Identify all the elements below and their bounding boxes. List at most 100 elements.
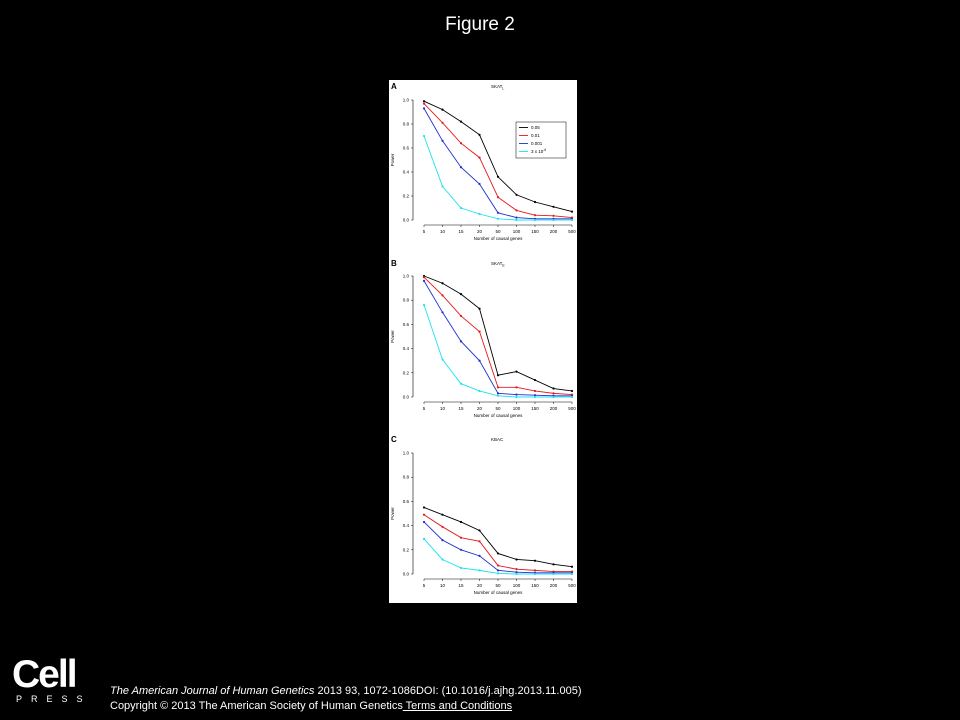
data-point — [515, 386, 518, 389]
copyright-text: Copyright © 2013 The American Society of… — [110, 700, 403, 712]
data-point — [533, 389, 537, 393]
x-tick-label: 500 — [568, 229, 576, 234]
logo-text: Cell — [12, 653, 78, 696]
series-line — [423, 538, 572, 575]
data-point — [478, 182, 481, 186]
legend-label: 0.05 — [531, 125, 540, 130]
terms-link[interactable]: Terms and Conditions — [402, 700, 513, 712]
y-tick-label: 0.4 — [403, 170, 410, 175]
data-point — [478, 569, 481, 572]
panel-title: SKATL — [491, 84, 504, 91]
x-tick-label: 15 — [458, 406, 464, 411]
y-tick-label: 0.0 — [403, 572, 410, 577]
data-point — [459, 120, 463, 123]
data-point — [496, 374, 500, 377]
x-tick-label: 500 — [568, 583, 576, 588]
legend-label: 0.01 — [531, 133, 540, 138]
data-point — [570, 210, 574, 213]
data-point — [515, 568, 518, 571]
data-point — [478, 359, 481, 362]
data-point — [441, 311, 444, 314]
x-tick-label: 150 — [531, 406, 539, 411]
data-point — [422, 303, 426, 307]
x-tick-label: 10 — [440, 229, 446, 234]
data-point — [515, 218, 518, 222]
x-tick-label: 20 — [477, 406, 483, 411]
data-point — [478, 133, 481, 136]
slide-title: Figure 2 — [445, 14, 515, 35]
citation-details: 2013 93, 1072-1086DOI: (10.1016/j.ajhg.2… — [314, 685, 582, 697]
x-axis-label: Number of causal genes — [474, 413, 524, 418]
y-axis-label: Power — [390, 153, 395, 166]
data-point — [422, 276, 426, 279]
y-tick-label: 0.8 — [403, 122, 410, 127]
series-line — [423, 280, 572, 397]
data-point — [533, 218, 537, 222]
y-tick-label: 1.0 — [403, 98, 410, 103]
panel-letter: A — [391, 82, 397, 91]
x-tick-label: 500 — [568, 406, 576, 411]
series-line — [423, 507, 573, 568]
data-point — [478, 540, 481, 543]
x-tick-label: 200 — [550, 583, 558, 588]
data-point — [496, 392, 500, 395]
data-point — [441, 558, 444, 561]
data-point — [478, 554, 481, 557]
data-point — [515, 216, 518, 219]
data-point — [459, 293, 463, 296]
data-point — [441, 185, 444, 188]
x-axis-label: Number of causal genes — [474, 236, 524, 241]
data-point — [552, 392, 555, 395]
data-point — [515, 558, 518, 561]
data-point — [459, 142, 463, 145]
data-point — [533, 569, 537, 572]
data-point — [459, 314, 463, 318]
y-tick-label: 0.0 — [403, 218, 410, 223]
data-point — [552, 563, 555, 566]
data-point — [496, 386, 500, 389]
data-point — [478, 389, 481, 393]
data-point — [496, 217, 500, 220]
journal-name: The American Journal of Human Genetics — [110, 685, 315, 697]
citation: The American Journal of Human Genetics 2… — [110, 684, 581, 714]
y-tick-label: 0.6 — [403, 146, 410, 151]
series-line — [423, 276, 573, 396]
data-point — [422, 520, 426, 524]
y-tick-label: 0.2 — [403, 547, 410, 552]
x-tick-label: 20 — [477, 583, 483, 588]
data-point — [496, 175, 500, 178]
data-point — [422, 102, 426, 105]
data-point — [441, 282, 444, 285]
legend-label: 0.001 — [531, 141, 543, 146]
logo-subtext: PRESS — [16, 694, 92, 704]
data-point — [533, 200, 537, 204]
data-point — [478, 307, 481, 310]
y-tick-label: 1.0 — [403, 274, 410, 279]
data-point — [459, 206, 463, 210]
data-point — [496, 564, 500, 567]
x-tick-label: 5 — [423, 583, 426, 588]
data-point — [570, 395, 574, 399]
x-tick-label: 50 — [495, 583, 501, 588]
x-tick-label: 150 — [531, 229, 539, 234]
y-axis-label: Power — [390, 330, 395, 343]
data-point — [441, 139, 444, 142]
data-point — [533, 572, 537, 576]
data-point — [422, 134, 426, 138]
data-point — [515, 193, 518, 196]
data-point — [441, 121, 444, 124]
x-tick-label: 10 — [440, 583, 446, 588]
data-point — [478, 529, 481, 532]
x-tick-label: 150 — [531, 583, 539, 588]
series-line — [423, 103, 573, 219]
data-point — [552, 387, 555, 390]
copyright-line: Copyright © 2013 The American Society of… — [110, 699, 581, 714]
x-tick-label: 100 — [513, 229, 521, 234]
y-tick-label: 0.0 — [403, 395, 410, 400]
data-point — [459, 566, 463, 570]
data-point — [533, 395, 537, 399]
data-point — [422, 513, 426, 516]
data-point — [552, 218, 555, 222]
data-point — [478, 212, 481, 216]
y-axis-label: Power — [390, 507, 395, 520]
